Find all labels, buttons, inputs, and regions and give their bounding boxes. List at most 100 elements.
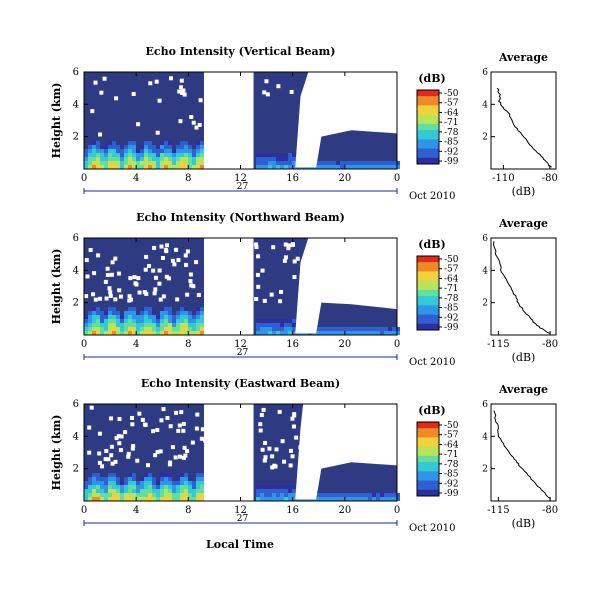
heatmap-cell <box>148 485 152 489</box>
colorbar-tick-label: -78 <box>444 294 459 304</box>
heatmap-cell <box>100 327 104 331</box>
heatmap-cell <box>168 161 172 165</box>
no-data-speckle <box>153 287 158 292</box>
no-data-speckle <box>104 296 109 301</box>
no-data-speckle <box>185 449 190 454</box>
heatmap-cell <box>356 331 360 335</box>
no-data-speckle <box>189 283 194 288</box>
heatmap-cell <box>116 481 120 485</box>
x-tick-label: 12 <box>234 173 247 184</box>
colorbar-tick-label: -92 <box>444 147 459 157</box>
heatmap-cell <box>184 331 188 335</box>
heatmap-cell <box>88 153 92 157</box>
heatmap-cell <box>112 311 116 315</box>
colorbar-label: (dB) <box>418 72 445 85</box>
heatmap-cell <box>288 161 292 165</box>
heatmap-cell <box>268 489 272 493</box>
no-data-speckle <box>131 443 136 448</box>
heatmap-cell <box>152 161 156 165</box>
heatmap-cell <box>132 307 136 311</box>
x-tick-label: 12 <box>234 339 247 350</box>
heatmap-cell <box>128 145 132 149</box>
no-data-speckle <box>151 268 156 273</box>
x-tick-label: 16 <box>286 339 299 350</box>
heatmap-cell <box>108 473 112 477</box>
heatmap-cell <box>196 319 200 323</box>
colorbar-band <box>417 277 439 282</box>
heatmap-cell <box>392 493 396 497</box>
heatmap-cell <box>164 473 168 477</box>
no-data-speckle <box>191 284 196 289</box>
no-data-speckle <box>254 245 259 250</box>
heatmap-cell <box>360 331 364 335</box>
no-data-speckle <box>263 455 268 460</box>
heatmap-cell <box>128 481 132 485</box>
heatmap-cell <box>132 323 136 327</box>
no-data-speckle <box>105 266 110 271</box>
heatmap-cell <box>100 319 104 323</box>
no-data-speckle <box>277 409 282 414</box>
no-data-speckle <box>136 122 141 127</box>
heatmap-cell <box>132 161 136 165</box>
heatmap-cell <box>180 319 184 323</box>
no-data-speckle <box>108 290 113 295</box>
heatmap-cell <box>256 157 260 161</box>
colorbar-band <box>417 120 439 125</box>
heatmap-cell <box>372 165 376 169</box>
heatmap-cell <box>180 161 184 165</box>
heatmap-cell <box>372 161 376 165</box>
heatmap-cell <box>268 493 272 497</box>
heatmap-cell <box>116 477 120 481</box>
heatmap-cell <box>100 153 104 157</box>
heatmap-cell <box>384 327 388 331</box>
heatmap-cell <box>160 481 164 485</box>
heatmap-cell <box>112 473 116 477</box>
heatmap-cell <box>188 165 192 169</box>
no-data-speckle <box>103 457 108 462</box>
no-data-speckle <box>197 122 202 127</box>
colorbar-band <box>417 102 439 106</box>
no-data-speckle <box>265 92 270 97</box>
heatmap-cell <box>264 493 268 497</box>
no-data-speckle <box>93 80 98 85</box>
heatmap-cell <box>260 157 264 161</box>
heatmap-cell <box>156 157 160 161</box>
heatmap-cell <box>192 323 196 327</box>
profile-frame <box>490 71 557 170</box>
heatmap-cell <box>188 331 192 335</box>
y-tick-label: 2 <box>73 298 79 309</box>
colorbar-band <box>417 293 439 297</box>
heatmap-cell <box>132 485 136 489</box>
no-data-speckle <box>181 88 186 93</box>
heatmap-cell <box>104 331 108 335</box>
heatmap-cell <box>92 481 96 485</box>
heatmap-cell <box>84 485 88 489</box>
no-data-speckle <box>184 262 189 267</box>
colorbar-label: (dB) <box>418 238 445 251</box>
heatmap-cell <box>140 481 144 485</box>
heatmap-cell <box>100 497 104 501</box>
heatmap-cell <box>368 161 372 165</box>
heatmap-cell <box>272 489 276 493</box>
heatmap-cell <box>128 485 132 489</box>
heatmap-cell <box>108 485 112 489</box>
heatmap-cell <box>168 323 172 327</box>
heatmap-cell <box>176 149 180 153</box>
heatmap-cell <box>316 493 320 497</box>
heatmap-cell <box>324 497 328 501</box>
heatmap-cell <box>256 323 260 327</box>
heatmap-cell <box>264 327 268 331</box>
colorbar-tick-label: -92 <box>444 313 459 323</box>
heatmap-cell <box>272 157 276 161</box>
heatmap-cell <box>360 497 364 501</box>
heatmap-cell <box>264 497 268 501</box>
heatmap-cell <box>108 481 112 485</box>
heatmap-cell <box>184 493 188 497</box>
heatmap-cell <box>344 161 348 165</box>
heatmap-cell <box>380 327 384 331</box>
no-data-speckle <box>128 297 133 302</box>
heatmap-cell <box>104 485 108 489</box>
heatmap-cell <box>384 161 388 165</box>
no-data-speckle <box>155 130 160 135</box>
heatmap-cell <box>164 311 168 315</box>
